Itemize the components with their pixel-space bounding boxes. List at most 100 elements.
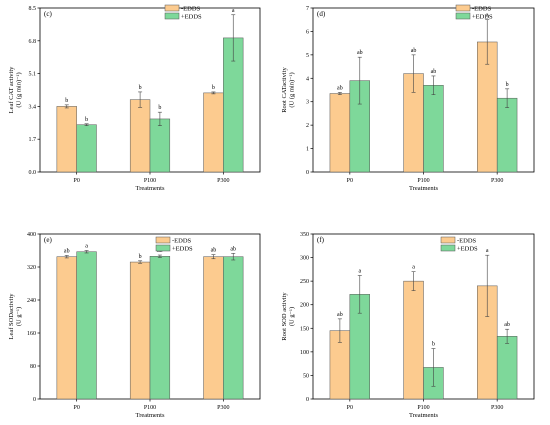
significance-label: a xyxy=(85,244,88,250)
significance-label: a xyxy=(412,265,415,271)
y-tick-label: 50 xyxy=(303,373,309,379)
significance-label: ab xyxy=(504,322,510,328)
significance-label: ab xyxy=(211,248,217,254)
legend-swatch xyxy=(455,4,471,12)
x-tick-label: P0 xyxy=(347,178,353,184)
bar xyxy=(129,99,151,173)
bar xyxy=(203,92,224,173)
y-tick-label: 1 xyxy=(306,147,309,153)
significance-label: b xyxy=(65,98,68,104)
chart-panel-d: 0 1 2 3 4 5 6 7 Root CATactivity (U (g min)⁻¹) P0 a… xyxy=(281,4,535,192)
y-tick-label: 3.4 xyxy=(29,104,37,110)
y-tick-label: 7 xyxy=(306,6,309,12)
significance-label: ab xyxy=(431,69,437,75)
y-tick-label: 150 xyxy=(300,326,309,332)
significance-label: b xyxy=(212,85,215,91)
y-axis-title: (U (g min)⁻¹) xyxy=(289,72,296,107)
bar xyxy=(56,256,77,400)
y-tick-label: 0.0 xyxy=(29,170,37,176)
x-tick-label: P300 xyxy=(217,178,229,184)
bar xyxy=(223,256,244,400)
y-tick-label: 400 xyxy=(27,232,36,238)
y-tick-label: 6.8 xyxy=(29,39,37,45)
x-tick-label: P0 xyxy=(73,178,79,184)
x-tick-label: P0 xyxy=(347,405,353,411)
bar xyxy=(496,336,518,400)
legend-label: -EDDS xyxy=(181,6,201,13)
significance-label: a xyxy=(232,8,235,14)
legend-swatch xyxy=(155,236,171,244)
significance-label: ab xyxy=(337,312,343,318)
x-axis-title: Treatments xyxy=(135,412,164,419)
bar xyxy=(329,93,351,173)
legend-swatch xyxy=(455,12,471,20)
chart-panel-c: 0.0 1.7 3.4 5.1 6.8 8.5 Leaf CAT activity (U (g… xyxy=(8,4,261,192)
y-tick-label: 200 xyxy=(300,303,309,309)
x-tick-label: P100 xyxy=(144,405,156,411)
significance-label: b xyxy=(139,85,142,91)
bar xyxy=(403,280,424,400)
y-tick-label: 0 xyxy=(306,397,309,403)
chart-panel-f: 0 50 100 150 200 250 300 350 Root SOD activity (U… xyxy=(281,232,535,419)
y-tick-label: 250 xyxy=(300,279,309,285)
panel-label: (c) xyxy=(44,10,52,18)
y-tick-label: 3 xyxy=(306,100,309,106)
legend-label: +EDDS xyxy=(472,14,493,21)
y-tick-label: 300 xyxy=(300,256,309,262)
y-tick-label: 320 xyxy=(27,265,36,271)
significance-label: ab xyxy=(411,48,417,54)
x-tick-label: P100 xyxy=(417,178,429,184)
significance-label: b xyxy=(506,82,509,88)
significance-label: ab xyxy=(64,248,70,254)
legend-swatch xyxy=(164,12,180,20)
significance-label: a xyxy=(486,13,489,19)
y-axis-title: (U (g min)⁻¹) xyxy=(16,72,23,107)
legend-label: -EDDS xyxy=(172,238,192,245)
x-axis-title: Treatments xyxy=(135,185,164,192)
y-tick-label: 5 xyxy=(306,53,309,59)
legend-swatch xyxy=(155,244,171,252)
x-tick-label: P300 xyxy=(217,405,229,411)
bar xyxy=(76,124,97,173)
legend-swatch xyxy=(164,4,180,12)
y-tick-label: 2 xyxy=(306,123,309,129)
x-axis-title: Treatments xyxy=(409,412,438,419)
bar xyxy=(149,256,171,400)
legend-swatch xyxy=(440,244,456,252)
y-tick-label: 6 xyxy=(306,29,309,35)
y-tick-label: 4 xyxy=(306,76,309,82)
panel-label: (f) xyxy=(317,236,325,244)
x-axis-title: Treatments xyxy=(409,185,438,192)
y-tick-label: 80 xyxy=(30,364,36,370)
y-tick-label: 350 xyxy=(300,232,309,238)
y-tick-label: 0 xyxy=(306,170,309,176)
legend-label: +EDDS xyxy=(172,246,193,253)
chart-panel-e: 0 80 160 240 320 400 Leaf SODactivity (U g⁻¹) P0… xyxy=(8,232,261,419)
significance-label: b xyxy=(158,105,161,111)
y-tick-label: 100 xyxy=(300,350,309,356)
panel-label: (e) xyxy=(44,236,52,244)
legend-label: +EDDS xyxy=(181,14,202,21)
legend-label: -EDDS xyxy=(457,238,477,245)
y-axis-title: Root CATactivity xyxy=(281,66,288,112)
significance-label: b xyxy=(139,254,142,260)
y-tick-label: 5.1 xyxy=(29,72,37,78)
bar xyxy=(423,85,444,173)
x-tick-label: P100 xyxy=(417,405,429,411)
bar xyxy=(149,118,171,173)
y-axis-title: Leaf CAT activity xyxy=(8,66,15,114)
y-tick-label: 240 xyxy=(27,298,36,304)
y-tick-label: 1.7 xyxy=(29,137,37,143)
x-tick-label: P300 xyxy=(491,405,503,411)
significance-label: ab xyxy=(230,246,236,252)
legend-label: -EDDS xyxy=(472,6,492,13)
y-tick-label: 0 xyxy=(33,397,36,403)
significance-label: b xyxy=(85,117,88,123)
y-axis-title: (U g⁻¹) xyxy=(289,307,296,326)
panel-label: (d) xyxy=(317,10,326,18)
bar xyxy=(203,256,224,400)
legend-label: +EDDS xyxy=(457,246,478,253)
significance-label: ab xyxy=(357,50,363,56)
x-tick-label: P100 xyxy=(144,178,156,184)
